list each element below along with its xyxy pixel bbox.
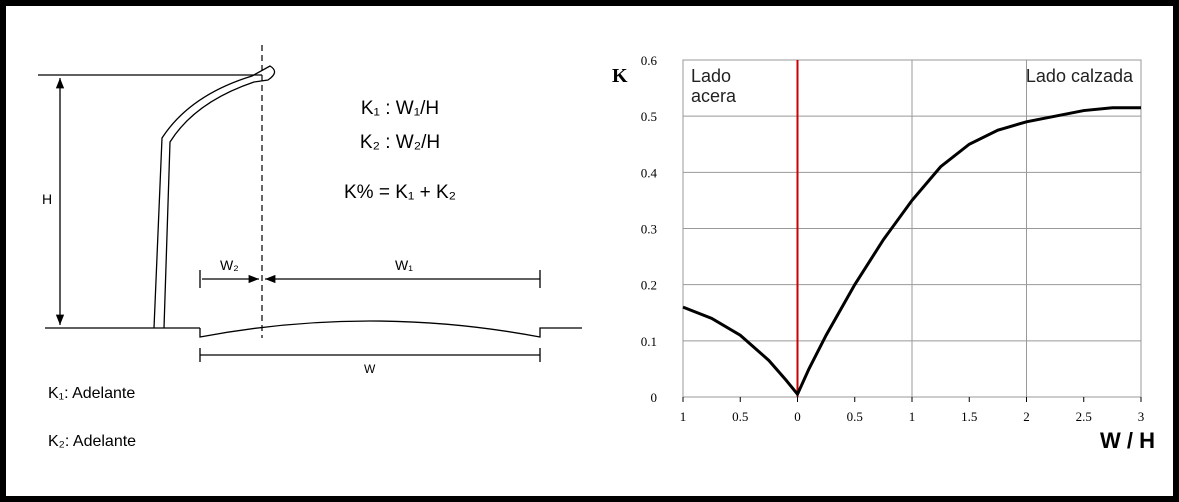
lamp-diagram: H W₂ W₁ W K₁ : W₁/H K₂ : W₂/H K% = K₁ + … [38,45,582,450]
label: W₁ [395,257,413,273]
label: W₂ [220,257,239,273]
note: K₂: Adelante [48,433,136,450]
formula: K₂ : W₂/H [360,132,440,153]
annotation: Lado [691,66,731,86]
y-tick-label: 0.6 [641,53,658,68]
data-line [682,106,1141,398]
lamp-pole [153,65,276,329]
formula: K% = K₁ + K₂ [344,182,456,203]
x-axis-label: W / H [1100,428,1155,453]
x-tick-label: 0 [794,409,801,424]
annotation: Lado calzada [1026,66,1134,86]
label: H [42,191,52,207]
y-tick-label: 0.1 [641,334,657,349]
x-tick-label: 2.5 [1076,409,1092,424]
x-tick-label: 2 [1023,409,1030,424]
formula: K₁ : W₁/H [361,98,439,119]
x-tick-label: 0.5 [732,409,748,424]
road [199,320,582,338]
y-tick-label: 0 [651,390,658,405]
y-tick-label: 0.5 [641,109,657,124]
y-axis-label: K [612,65,628,87]
x-tick-label: 1 [680,409,687,424]
y-tick-label: 0.2 [641,278,657,293]
chart: K W / H 0 0.1 0.2 0.3 0.4 0.5 0.6 1 0.5 0 0.5 1 1.5 2… [612,53,1155,453]
label: W [364,362,376,376]
x-tick-label: 1.5 [961,409,977,424]
x-tick-label: 3 [1138,409,1145,424]
annotation: acera [691,86,737,106]
note: K₁: Adelante [48,385,135,402]
x-tick-label: 0.5 [847,409,863,424]
y-tick-label: 0.4 [641,165,658,180]
y-tick-label: 0.3 [641,222,657,237]
x-tick-label: 1 [909,409,916,424]
